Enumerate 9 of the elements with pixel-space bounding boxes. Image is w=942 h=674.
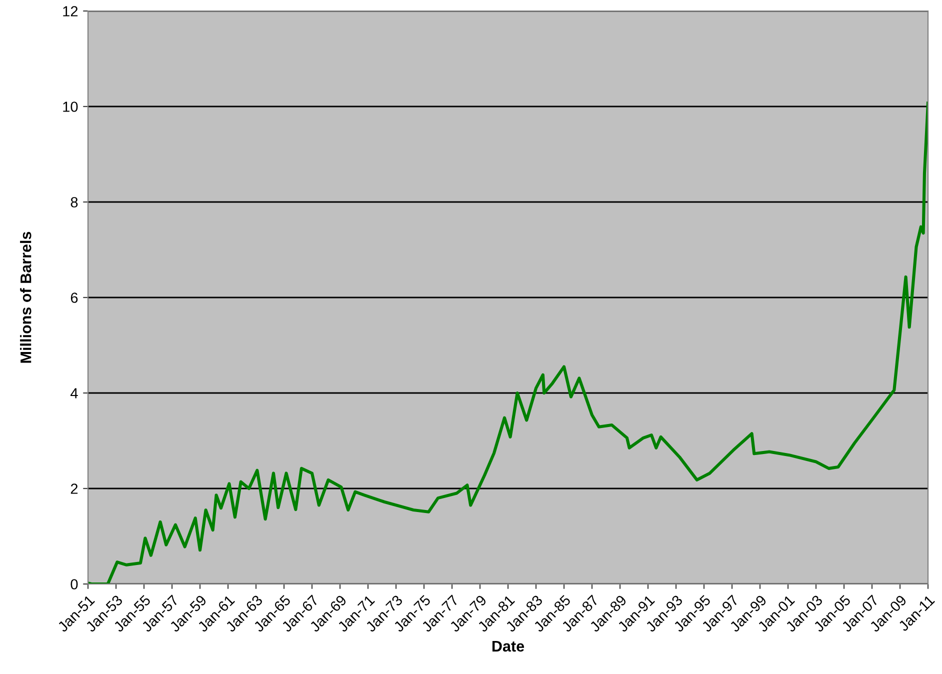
y-axis-title: Millions of Barrels	[20, 232, 32, 363]
x-axis-title: Date	[492, 640, 524, 652]
y-tick-label: 4	[70, 388, 78, 398]
y-tick-label: 8	[70, 197, 78, 208]
y-tick-label: 10	[63, 102, 78, 112]
y-tick-label: 6	[70, 292, 78, 303]
y-tick-label: 2	[70, 484, 78, 494]
y-tick-label: 12	[63, 6, 78, 16]
y-tick-label: 0	[70, 579, 78, 590]
